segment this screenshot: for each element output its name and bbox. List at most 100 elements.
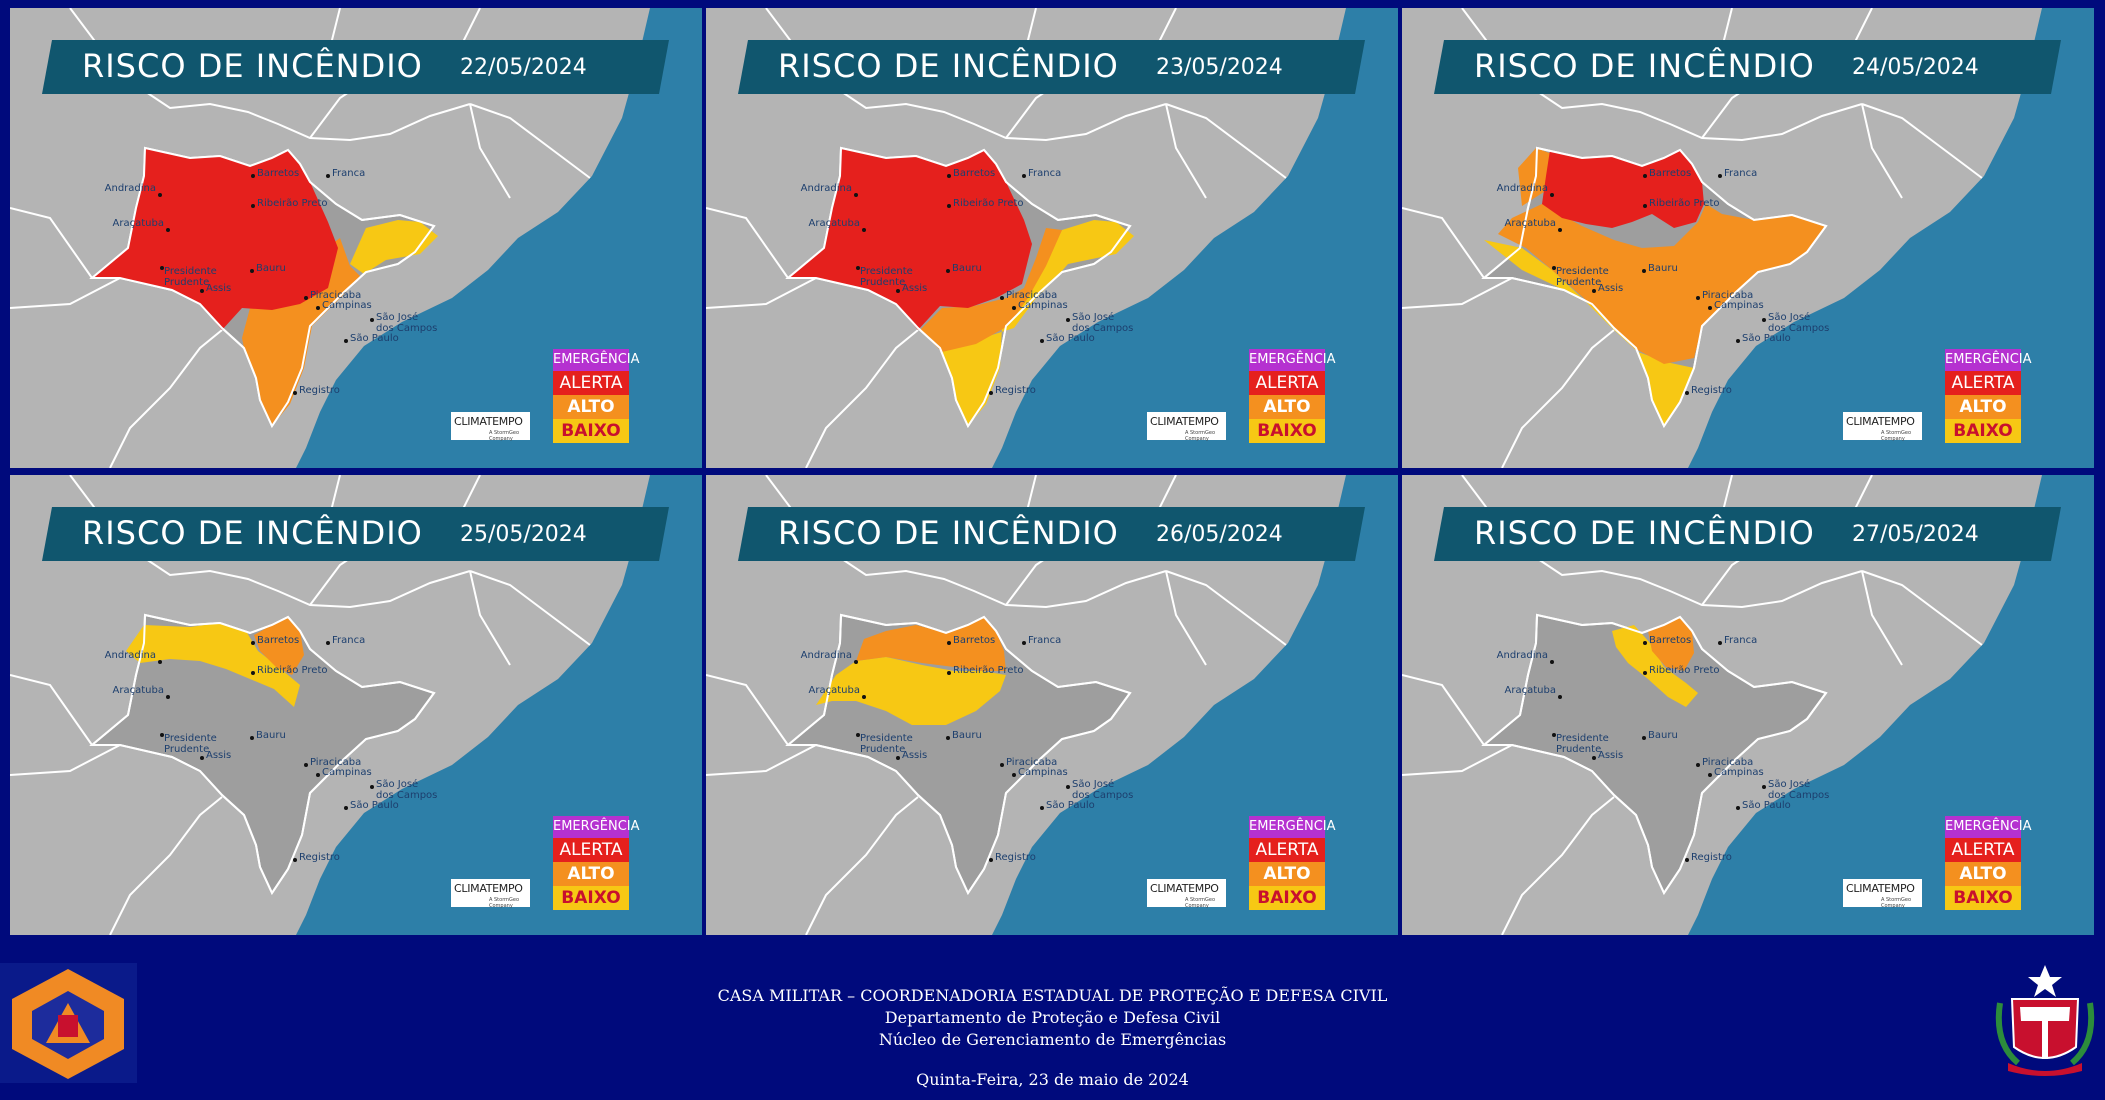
city-marker [1012, 773, 1016, 777]
city-marker [166, 695, 170, 699]
climatempo-name: CLIMATEMPO [1846, 882, 1915, 895]
city-marker [1643, 641, 1647, 645]
city-label: Assis [206, 750, 232, 761]
fire-risk-map-panel: RISCO DE INCÊNDIO 26/05/2024 Barretos Franc… [706, 475, 1398, 935]
city-marker [1762, 318, 1766, 322]
city-label: Ribeirão Preto [257, 665, 328, 676]
city-label: Barretos [953, 635, 996, 646]
risk-zone-alto [1498, 148, 1826, 364]
legend-item-emergencia: EMERGÊNCIA [553, 349, 640, 371]
risk-zone-alto [856, 617, 1006, 671]
city-label: Bauru [256, 730, 286, 741]
map-date: 26/05/2024 [1156, 522, 1283, 547]
city-marker [316, 773, 320, 777]
city-marker [1000, 763, 1004, 767]
risk-legend: EMERGÊNCIA ALERTA ALTO BAIXO [1249, 349, 1336, 443]
climatempo-name: CLIMATEMPO [1846, 415, 1915, 428]
city-label: São Paulo [1046, 800, 1095, 811]
city-marker [344, 339, 348, 343]
footer-department: Departamento de Proteção e Defesa Civil [884, 1008, 1221, 1027]
risk-legend: EMERGÊNCIA ALERTA ALTO BAIXO [1945, 816, 2032, 910]
legend-item-baixo: BAIXO [1945, 886, 2021, 910]
city-label: Bauru [256, 263, 286, 274]
city-label: Piracicaba [1006, 290, 1058, 301]
legend-item-emergencia: EMERGÊNCIA [1945, 349, 2032, 371]
fire-risk-map-panel: RISCO DE INCÊNDIO 27/05/2024 Barretos Franc… [1402, 475, 2094, 935]
fire-risk-map-panel: RISCO DE INCÊNDIO 24/05/2024 Barretos Franc… [1402, 8, 2094, 468]
city-marker [326, 641, 330, 645]
city-marker [1550, 660, 1554, 664]
risk-zone-baixo [1612, 625, 1698, 707]
city-marker [1642, 269, 1646, 273]
city-marker [250, 269, 254, 273]
city-label: Bauru [952, 730, 982, 741]
city-label: Piracicaba [1006, 757, 1058, 768]
risk-zone-baixo [126, 623, 300, 707]
city-marker [166, 228, 170, 232]
legend-item-alto: ALTO [1945, 862, 2021, 886]
map-date: 23/05/2024 [1156, 55, 1283, 80]
city-label: Piracicaba [1702, 290, 1754, 301]
city-label: São José dos Campos [376, 779, 438, 801]
city-marker [1558, 228, 1562, 232]
legend-item-baixo: BAIXO [553, 886, 629, 910]
city-label: Ribeirão Preto [953, 665, 1024, 676]
city-label: São José dos Campos [1768, 779, 1830, 801]
city-label: Campinas [1018, 300, 1068, 311]
city-label: Registro [995, 385, 1036, 396]
city-marker [1708, 306, 1712, 310]
city-label: São José dos Campos [1768, 312, 1830, 334]
city-label: São Paulo [1742, 333, 1791, 344]
map-canvas [10, 8, 650, 468]
city-label: Presidente Prudente [1556, 733, 1609, 755]
city-label: Ribeirão Preto [953, 198, 1024, 209]
city-label: Franca [1028, 635, 1062, 646]
city-label: Bauru [952, 263, 982, 274]
city-marker [326, 174, 330, 178]
risk-zone-alerta [92, 148, 338, 330]
city-marker [1762, 785, 1766, 789]
city-marker [1066, 785, 1070, 789]
map-date: 27/05/2024 [1852, 522, 1979, 547]
city-marker [946, 736, 950, 740]
city-marker [1022, 641, 1026, 645]
city-marker [1642, 736, 1646, 740]
legend-item-emergencia: EMERGÊNCIA [553, 816, 640, 838]
sao-paulo-coat-of-arms [1990, 963, 2100, 1081]
fire-risk-map-panel: RISCO DE INCÊNDIO 22/05/2024 Barretos Franc… [10, 8, 702, 468]
climatempo-name: CLIMATEMPO [454, 882, 523, 895]
map-canvas [706, 8, 1346, 468]
map-date: 25/05/2024 [460, 522, 587, 547]
legend-item-baixo: BAIXO [1249, 419, 1325, 443]
city-marker [947, 671, 951, 675]
city-label: Andradina [104, 183, 156, 194]
city-label: Presidente Prudente [164, 733, 217, 755]
legend-item-alerta: ALERTA [1249, 371, 1325, 395]
city-marker [1696, 763, 1700, 767]
city-label: Ribeirão Preto [257, 198, 328, 209]
city-label: Registro [299, 852, 340, 863]
climatempo-logo: CLIMATEMPO A StormGeo Company [1843, 412, 1922, 442]
risk-zone-alto [1648, 617, 1694, 671]
city-label: Assis [902, 283, 928, 294]
risk-zone-alto [242, 238, 360, 426]
map-title-banner: RISCO DE INCÊNDIO 26/05/2024 [738, 507, 1365, 561]
city-label: Campinas [1714, 767, 1764, 778]
risk-zone-baixo [942, 220, 1134, 426]
legend-item-alto: ALTO [553, 862, 629, 886]
risk-legend: EMERGÊNCIA ALERTA ALTO BAIXO [553, 816, 640, 910]
city-label: Barretos [953, 168, 996, 179]
legend-item-alto: ALTO [1249, 862, 1325, 886]
city-label: Andradina [1496, 183, 1548, 194]
map-title: RISCO DE INCÊNDIO [82, 47, 423, 85]
fire-risk-map-panel: RISCO DE INCÊNDIO 25/05/2024 Barretos Franc… [10, 475, 702, 935]
city-marker [158, 660, 162, 664]
city-marker [1012, 306, 1016, 310]
city-marker [1643, 174, 1647, 178]
city-marker [1558, 695, 1562, 699]
climatempo-name: CLIMATEMPO [1150, 882, 1219, 895]
city-marker [1643, 204, 1647, 208]
climatempo-sub: A StormGeo Company [1881, 430, 1912, 442]
city-label: Presidente Prudente [860, 266, 913, 288]
map-canvas [10, 475, 650, 935]
